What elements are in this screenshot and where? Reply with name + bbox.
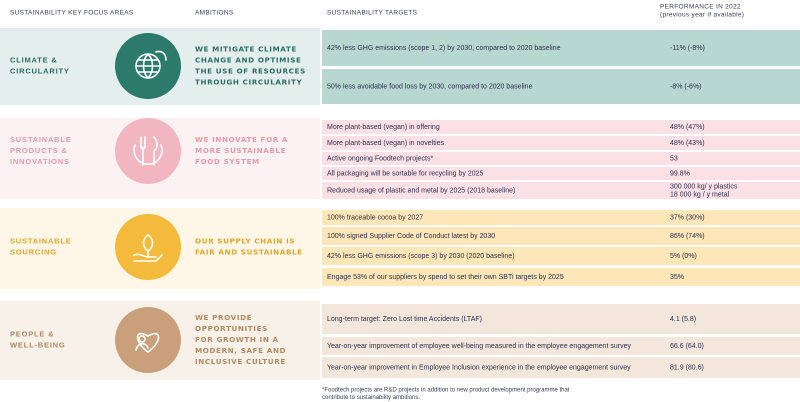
target: Reduced usage of plastic and metal by 20… <box>327 187 515 194</box>
focus-area: PRODUCTS & <box>10 146 68 155</box>
ambition: OPPORTUNITIES <box>195 324 268 333</box>
target-row <box>322 167 800 180</box>
focus-area: CIRCULARITY <box>10 66 70 75</box>
performance: 99.8% <box>670 170 690 177</box>
target-row <box>322 120 800 134</box>
icon <box>133 234 163 262</box>
performance: 48% (47%) <box>670 124 705 131</box>
performance: 86% (74%) <box>670 233 705 240</box>
performance: -11% (-8%) <box>670 45 705 52</box>
target: 42% less GHG emissions (scope 3) by 2030… <box>327 253 515 260</box>
target-row <box>322 247 800 265</box>
performance: 5% (0%) <box>670 253 697 260</box>
target-row <box>322 136 800 150</box>
target-row <box>322 152 800 165</box>
ambition: MORE SUSTAINABLE <box>195 146 286 155</box>
performance: 4.1 (5.8) <box>670 316 696 323</box>
icon <box>133 136 163 166</box>
target-row <box>322 227 800 245</box>
performance: 35% <box>670 274 684 281</box>
ambition: OUR SUPPLY CHAIN IS <box>195 237 295 246</box>
target-row <box>322 304 800 334</box>
icon <box>135 50 167 79</box>
performance: 81.9 (80.6) <box>670 364 704 371</box>
ambition: WE INNOVATE FOR A <box>195 135 288 144</box>
icon-circle <box>115 118 181 184</box>
focus-area: SOURCING <box>10 247 57 256</box>
target: All packaging will be sortable for recyc… <box>327 170 484 177</box>
target: 42% less GHG emissions (scope 1, 2) by 2… <box>327 45 561 52</box>
column-header: (previous year if available) <box>660 12 744 19</box>
target: Long-term target: Zero Lost time Acciden… <box>327 316 482 323</box>
target: 100% signed Supplier Code of Conduct lat… <box>327 233 495 240</box>
ambition: FAIR AND SUSTAINABLE <box>195 248 303 257</box>
performance: 300 000 kg/ y plastics <box>670 183 738 190</box>
focus-area: SUSTAINABLE <box>10 236 72 245</box>
performance: 66.6 (64.0) <box>670 343 704 350</box>
target: More plant-based (vegan) in offering <box>327 124 440 131</box>
target: 50% less avoidable food loss by 2030, co… <box>327 83 533 90</box>
icon-circle <box>115 214 181 280</box>
target-row <box>322 30 800 66</box>
focus-area: INNOVATIONS <box>10 157 70 166</box>
ambition: FOR GROWTH IN A <box>195 335 279 344</box>
focus-area: PEOPLE & <box>10 329 54 338</box>
target-row <box>322 210 800 225</box>
target-row <box>322 69 800 104</box>
column-header: SUSTAINABILITY TARGETS <box>327 10 418 17</box>
target-row <box>322 182 800 199</box>
performance: 18 000 kg / y metal <box>670 191 730 198</box>
target: Engage 53% of our suppliers by spend to … <box>327 274 564 281</box>
column-header: PERFORMANCE IN 2022 <box>660 4 741 11</box>
ambition: THE USE OF RESOURCES <box>195 67 306 76</box>
performance: -8% (-6%) <box>670 83 702 90</box>
performance: 48% (43%) <box>670 140 705 147</box>
target: More plant-based (vegan) in novelties <box>327 140 445 147</box>
footnote: contribute to sustainability ambitions. <box>322 395 420 401</box>
focus-area: WELL-BEING <box>10 340 66 349</box>
icon-circle <box>115 307 181 373</box>
ambition: MODERN, SAFE AND <box>195 346 286 355</box>
target: Year-on-year improvement of employee wel… <box>327 343 632 350</box>
target: 100% traceable cocoa by 2027 <box>327 214 423 221</box>
footnote: *Foodtech projects are R&D projects in a… <box>322 388 570 394</box>
performance: 53 <box>670 155 678 162</box>
column-header: AMBITIONS <box>195 10 234 17</box>
ambition: CHANGE AND OPTIMISE <box>195 56 302 65</box>
icon <box>135 332 160 353</box>
ambition: INCLUSIVE CULTURE <box>195 357 286 366</box>
performance: 37% (30%) <box>670 214 705 221</box>
target-row <box>322 357 800 378</box>
target-row <box>322 337 800 355</box>
focus-area: SUSTAINABLE <box>10 135 72 144</box>
target-row <box>322 268 800 286</box>
target: Year-on-year improvement in Employee Inc… <box>327 364 631 371</box>
ambition: WE MITIGATE CLIMATE <box>195 45 297 54</box>
target: Active ongoing Foodtech projects* <box>327 155 434 162</box>
ambition: WE PROVIDE <box>195 313 252 322</box>
column-header: SUSTAINABILITY KEY FOCUS AREAS <box>10 10 134 17</box>
ambition: FOOD SYSTEM <box>195 157 260 166</box>
ambition: THROUGH CIRCULARITY <box>195 78 302 87</box>
focus-area: CLIMATE & <box>10 55 57 64</box>
